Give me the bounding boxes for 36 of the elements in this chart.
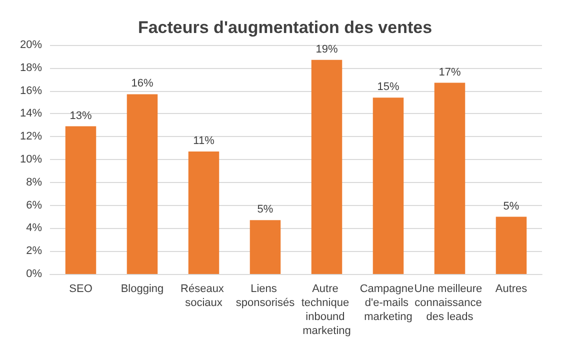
y-tick-label: 16%	[20, 84, 42, 97]
chart-title: Facteurs d'augmentation des ventes	[138, 18, 432, 37]
x-tick-label: Autre technique inbound marketing	[301, 283, 352, 337]
x-tick-label: Liens sponsorisés	[236, 283, 296, 309]
bar	[311, 60, 342, 274]
y-tick-label: 14%	[20, 108, 42, 120]
data-label: 16%	[131, 78, 154, 90]
y-tick-label: 18%	[20, 62, 42, 74]
bar	[250, 220, 281, 274]
data-label: 13%	[70, 110, 92, 122]
bar	[126, 94, 158, 274]
data-label: 19%	[316, 43, 338, 56]
data-label: 5%	[257, 204, 274, 216]
y-tick-label: 8%	[26, 176, 42, 188]
y-tick-label: 4%	[26, 222, 42, 234]
x-tick-label: Réseaux sociaux	[180, 283, 227, 309]
data-label: 17%	[438, 66, 461, 78]
data-label: 11%	[193, 134, 215, 147]
y-tick-label: 20%	[20, 39, 42, 51]
bar	[434, 82, 466, 274]
bar	[188, 151, 220, 274]
x-tick-label: Campagne d'e-mails marketing	[360, 283, 414, 323]
data-label: 15%	[377, 81, 400, 94]
data-label: 5%	[503, 200, 520, 212]
bar	[496, 216, 527, 274]
bar	[372, 98, 404, 274]
y-tick-label: 2%	[26, 245, 42, 258]
x-tick-label: SEO	[69, 283, 93, 295]
y-tick-label: 10%	[20, 154, 42, 166]
x-tick-label: Une meilleure connaissance des leads	[414, 283, 486, 323]
y-tick-label: 12%	[20, 130, 42, 143]
x-tick-label: Autres	[495, 283, 528, 295]
y-tick-label: 6%	[26, 199, 42, 212]
y-tick-label: 0%	[26, 268, 42, 280]
bar	[65, 126, 96, 274]
x-tick-label: Blogging	[120, 283, 164, 295]
